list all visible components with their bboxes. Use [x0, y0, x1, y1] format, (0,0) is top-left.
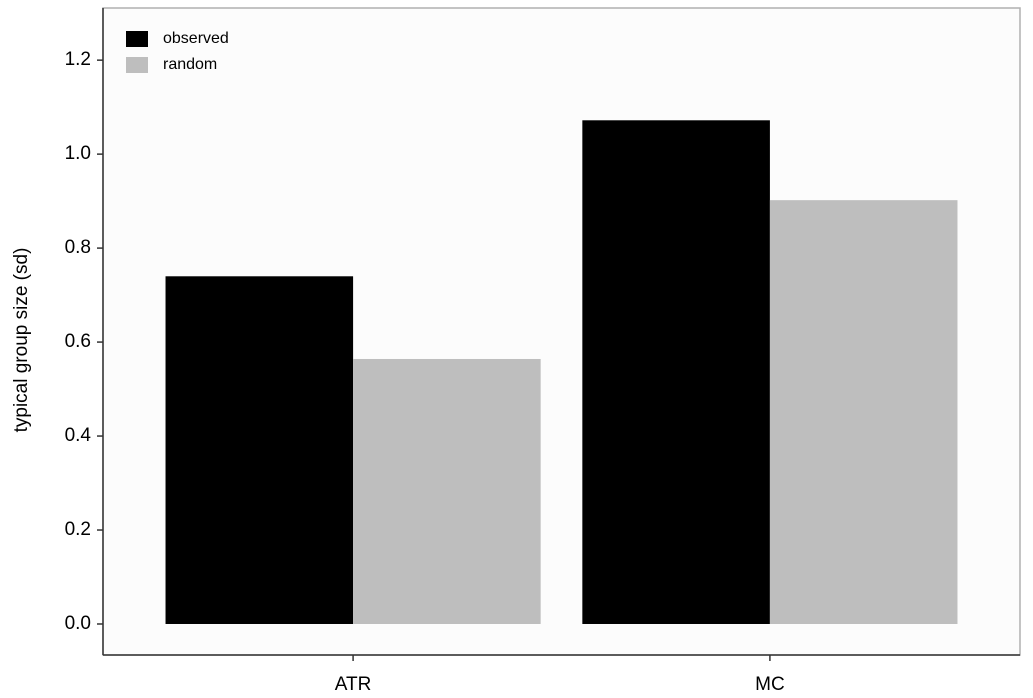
bar: [769, 200, 958, 624]
legend-label: observed: [163, 30, 229, 47]
y-tick-label: 1.2: [65, 49, 91, 70]
bar: [165, 276, 354, 624]
y-tick-label: 0.4: [65, 425, 92, 446]
y-axis-title: typical group size (sd): [11, 248, 32, 433]
legend-label: random: [163, 56, 217, 73]
y-tick-label: 0.0: [65, 613, 91, 634]
x-tick-label: ATR: [335, 674, 372, 695]
y-tick-label: 0.8: [65, 237, 91, 258]
x-tick-label: MC: [755, 674, 785, 695]
y-tick-label: 0.6: [65, 331, 91, 352]
y-tick-label: 1.0: [65, 143, 91, 164]
bar: [353, 358, 541, 624]
bar: [582, 120, 770, 624]
y-tick-label: 0.2: [65, 519, 91, 540]
legend-swatch: [126, 57, 148, 73]
legend-swatch: [126, 31, 148, 47]
